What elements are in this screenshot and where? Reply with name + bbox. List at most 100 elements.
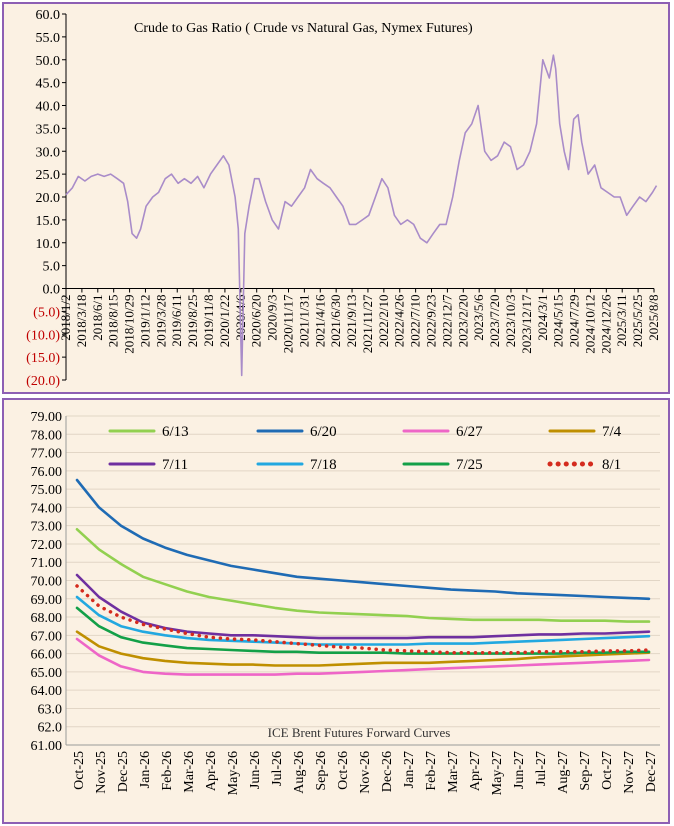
x-tick-label: 2019/8/25 <box>185 295 200 348</box>
x-tick-label: 2019/1/12 <box>137 295 152 348</box>
y-tick-label: 10.0 <box>36 237 61 252</box>
crude-gas-ratio-panel: Crude to Gas Ratio ( Crude vs Natural Ga… <box>2 2 670 394</box>
x-tick-label: 2023/2/20 <box>455 295 470 348</box>
series-line-8-1 <box>75 584 651 655</box>
y-tick-label: 69.00 <box>31 593 63 608</box>
x-tick-label: Oct-27 <box>600 751 615 790</box>
x-tick-label: 2019/6/11 <box>169 295 184 347</box>
x-tick-label: 2022/4/26 <box>392 294 407 347</box>
x-tick-label: Apr-26 <box>204 751 219 791</box>
x-tick-label: 2021/11/27 <box>360 294 375 353</box>
x-tick-label: Sep-26 <box>314 751 329 791</box>
y-tick-label: 74.00 <box>31 501 63 516</box>
plot-area <box>65 54 658 377</box>
y-tick-label: 35.0 <box>36 122 61 137</box>
x-tick-label: Feb-27 <box>424 751 439 791</box>
x-tick-label: 2018/6/1 <box>90 295 105 341</box>
legend-label: 7/11 <box>162 457 188 473</box>
x-tick-label: 2022/7/10 <box>408 295 423 348</box>
y-tick-label: 50.0 <box>36 54 61 69</box>
x-tick-label: Aug-26 <box>292 751 307 794</box>
y-tick-label: 75.00 <box>31 483 63 498</box>
y-tick-label: 30.0 <box>36 145 61 160</box>
chart-title: Crude to Gas Ratio ( Crude vs Natural Ga… <box>134 21 473 36</box>
chart-annotation: ICE Brent Futures Forward Curves <box>268 725 451 740</box>
x-tick-label: Jan-26 <box>138 751 153 788</box>
series-line-7-25 <box>75 606 651 655</box>
x-tick-label: 2024/7/29 <box>567 295 582 348</box>
x-tick-label: Mar-27 <box>446 751 461 793</box>
x-tick-label: 2021/1/31 <box>296 295 311 348</box>
x-tick-label: 2023/10/3 <box>503 295 518 348</box>
y-tick-label: 60.0 <box>36 8 61 23</box>
x-tick-label: May-26 <box>226 751 241 795</box>
y-tick-label: 68.00 <box>31 611 63 626</box>
y-tick-label: (20.0) <box>26 374 60 389</box>
x-tick-label: 2018/1/2 <box>58 295 73 341</box>
x-tick-label: 2024/5/15 <box>551 295 566 348</box>
legend-label: 7/4 <box>602 424 622 440</box>
brent-forward-curves-chart: 79.00 78.00 77.00 76.00 75.00 74.00 73.00 72.00… <box>31 410 660 795</box>
legend: 6/13 6/20 6/27 7/4 7/11 7/18 7/25 8/1 <box>108 424 622 473</box>
x-tick-label: Nov-26 <box>358 751 373 794</box>
x-tick-label: Dec-25 <box>116 751 131 792</box>
y-axis: 60.0 55.0 50.0 45.0 40.0 35.0 30.0 25.0 20.0 15.0… <box>26 8 67 389</box>
x-tick-label: 2024/10/12 <box>582 295 597 354</box>
x-tick-label: 2018/3/18 <box>74 295 89 348</box>
y-tick-label: 61.00 <box>31 739 63 754</box>
x-tick-label: 2022/2/10 <box>376 295 391 348</box>
x-tick-label: Oct-25 <box>72 751 87 790</box>
series-line-7-18 <box>75 595 651 646</box>
legend-label: 6/20 <box>310 424 337 440</box>
x-tick-label: 2020/11/17 <box>280 294 295 353</box>
x-tick-label: 2021/6/30 <box>328 295 343 348</box>
y-tick-label: 63.0 <box>38 702 63 717</box>
legend-label: 7/18 <box>310 457 337 473</box>
y-tick-label: 65.00 <box>31 666 63 681</box>
x-tick-label: Dec-27 <box>644 751 659 792</box>
y-tick-label: 66.00 <box>31 648 63 663</box>
y-tick-label: 77.00 <box>31 447 63 462</box>
x-tick-label: 2025/8/8 <box>646 295 661 341</box>
x-tick-label: Apr-27 <box>468 751 483 791</box>
x-tick-label: 2020/1/22 <box>217 295 232 348</box>
x-tick-label: 2020/9/3 <box>265 295 280 341</box>
brent-forward-curves-panel: 79.00 78.00 77.00 76.00 75.00 74.00 73.00 72.00… <box>2 398 670 824</box>
x-tick-label: 2019/11/8 <box>201 295 216 347</box>
x-tick-label: 2019/3/28 <box>153 295 168 348</box>
x-tick-label: 2018/10/29 <box>122 295 137 354</box>
x-tick-label: 2020/6/20 <box>249 295 264 348</box>
y-tick-label: (10.0) <box>26 328 60 343</box>
x-tick-label: Aug-27 <box>556 751 571 794</box>
x-tick-label: Feb-26 <box>160 751 175 791</box>
x-tick-label: Dec-26 <box>380 751 395 792</box>
y-tick-label: (15.0) <box>26 351 60 366</box>
x-tick-label: 2025/3/11 <box>614 295 629 347</box>
x-tick-label: Jan-27 <box>402 751 417 788</box>
y-tick-label: 67.00 <box>31 629 63 644</box>
y-tick-label: (5.0) <box>33 305 60 320</box>
x-tick-label: 2021/4/16 <box>312 294 327 347</box>
y-tick-label: 71.00 <box>31 556 63 571</box>
legend-label: 8/1 <box>602 457 621 473</box>
gridlines <box>66 415 660 746</box>
y-tick-label: 45.0 <box>36 77 61 92</box>
y-tick-label: 40.0 <box>36 100 61 115</box>
x-tick-label: 2023/12/17 <box>519 294 534 354</box>
y-tick-label: 15.0 <box>36 214 61 229</box>
y-tick-label: 25.0 <box>36 168 61 183</box>
x-tick-label: 2023/5/6 <box>471 294 486 341</box>
y-tick-label: 5.0 <box>43 260 61 275</box>
y-tick-label: 76.00 <box>31 465 63 480</box>
y-tick-label: 78.00 <box>31 428 63 443</box>
y-tick-label: 55.0 <box>36 31 61 46</box>
x-tick-label: 2024/12/26 <box>598 294 613 354</box>
y-tick-label: 79.00 <box>31 410 63 425</box>
y-tick-label: 62.0 <box>38 721 63 736</box>
x-tick-label: 2022/12/7 <box>439 294 454 347</box>
y-tick-label: 70.00 <box>31 575 63 590</box>
x-tick-label: Nov-27 <box>622 751 637 794</box>
x-tick-label: May-27 <box>490 751 505 795</box>
x-tick-label: 2023/7/20 <box>487 294 502 347</box>
x-tick-label: Mar-26 <box>182 751 197 793</box>
